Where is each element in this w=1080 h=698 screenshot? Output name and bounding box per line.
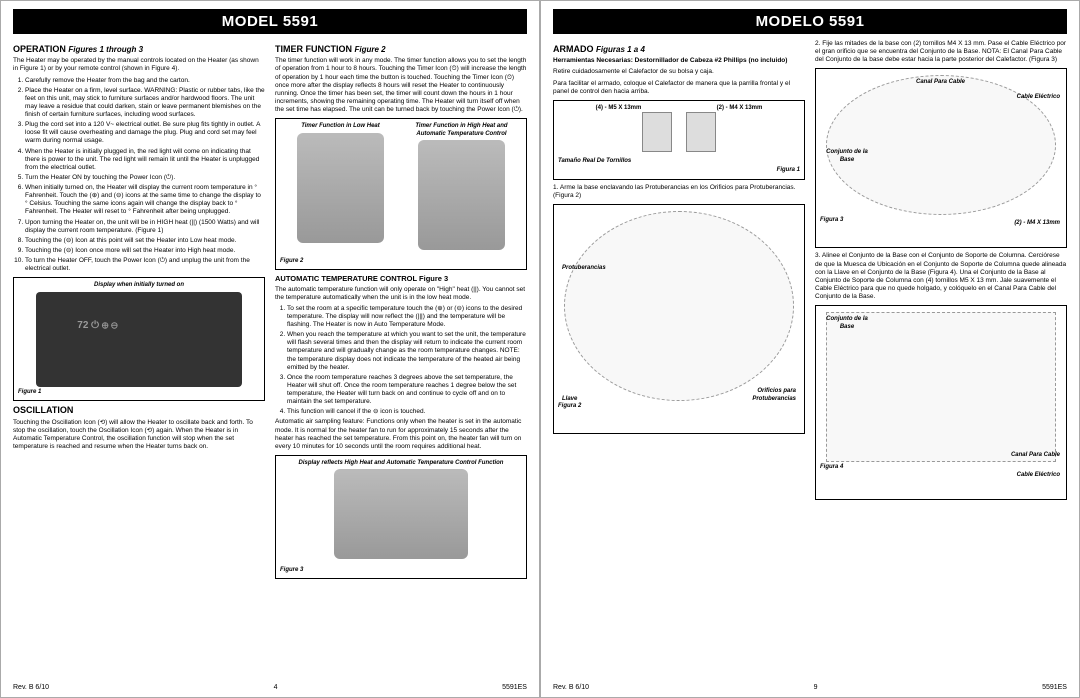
fig2-left-img — [297, 133, 384, 243]
operation-title-text: OPERATION — [13, 44, 66, 54]
oscillation-body: Touching the Oscillation Icon (⟲) will a… — [13, 419, 265, 452]
header-right: MODELO 5591 — [553, 9, 1067, 34]
col-left-2: TIMER FUNCTION Figure 2 The timer functi… — [275, 40, 527, 583]
footer-page-r: 9 — [814, 684, 818, 691]
op-step: Place the Heater on a firm, level surfac… — [25, 87, 265, 120]
callout-cable: Cable Eléctrico — [1017, 94, 1060, 102]
callout-canal2: Canal Para Cable — [1010, 452, 1060, 460]
fig2-label: Figure 2 — [280, 258, 522, 266]
auto-step: To set the room at a specific temperatur… — [287, 305, 527, 329]
op-step: To turn the Heater OFF, touch the Power … — [25, 257, 265, 273]
figure-r1-box: (4) - M5 X 13mm (2) - M4 X 13mm Tamaño R… — [553, 100, 805, 180]
op-step: Touching the (⊖) Icon once more will set… — [25, 247, 265, 255]
op-step: Touching the (⊖) Icon at this point will… — [25, 237, 265, 245]
screw-icon — [686, 112, 716, 152]
armado-step3: 3. Alinee el Conjunto de la Base con el … — [815, 252, 1067, 301]
armado-step1: 1. Arme la base enclavando las Protubera… — [553, 184, 805, 200]
timer-title: TIMER FUNCTION Figure 2 — [275, 44, 527, 55]
screw-a-label: (4) - M5 X 13mm — [596, 105, 642, 113]
callout-cable2: Cable Eléctrico — [1017, 472, 1060, 480]
timer-sub: Figure 2 — [355, 45, 386, 54]
footer-code: 5591ES — [502, 684, 527, 691]
fig3-label: Figure 3 — [280, 567, 522, 575]
armado-title: ARMADO Figuras 1 a 4 — [553, 44, 805, 55]
columns-left: OPERATION Figures 1 through 3 The Heater… — [13, 40, 527, 583]
fig-r2-label: Figura 2 — [558, 403, 800, 411]
timer-title-text: TIMER FUNCTION — [275, 44, 352, 54]
callout-canal: Canal Para Cable — [916, 79, 965, 87]
col-left-1: OPERATION Figures 1 through 3 The Heater… — [13, 40, 265, 583]
armado-tools: Herramientas Necesarias: Destornillador … — [553, 57, 805, 65]
footer-left: Rev. B 6/10 4 5591ES — [13, 684, 527, 691]
auto-steps: To set the room at a specific temperatur… — [275, 305, 527, 417]
screw-icon — [642, 112, 672, 152]
auto-intro: The automatic temperature function will … — [275, 286, 527, 302]
footer-code-r: 5591ES — [1042, 684, 1067, 691]
armado-title-text: ARMADO — [553, 44, 594, 54]
page-right: MODELO 5591 ARMADO Figuras 1 a 4 Herrami… — [540, 0, 1080, 698]
auto-title: AUTOMATIC TEMPERATURE CONTROL Figure 3 — [275, 274, 527, 283]
col-right-1: ARMADO Figuras 1 a 4 Herramientas Necesa… — [553, 40, 805, 504]
op-step: When initially turned on, the Heater wil… — [25, 184, 265, 217]
fig1-image — [36, 292, 242, 387]
armado-step2-text: Fije las mitades de la base con (2) torn… — [815, 40, 1066, 63]
fig2-left-caption: Timer Function in Low Heat — [286, 123, 395, 131]
armado-body1: Retire cuidadosamente el Calefactor de s… — [553, 68, 805, 76]
columns-right: ARMADO Figuras 1 a 4 Herramientas Necesa… — [553, 40, 1067, 504]
armado-step2: 2. Fije las mitades de la base con (2) t… — [815, 40, 1067, 64]
operation-intro: The Heater may be operated by the manual… — [13, 57, 265, 73]
callout-conj2: Conjunto de la Base — [822, 316, 872, 331]
operation-sub: Figures 1 through 3 — [68, 45, 143, 54]
op-step: Turn the Heater ON by touching the Power… — [25, 174, 265, 182]
op-step: Upon turning the Heater on, the unit wil… — [25, 219, 265, 235]
operation-title: OPERATION Figures 1 through 3 — [13, 44, 265, 55]
footer-rev-r: Rev. B 6/10 — [553, 684, 589, 691]
op-step: Plug the cord set into a 120 V~ electric… — [25, 121, 265, 145]
figure-r2-box: Protuberancias Llave Orificios para Prot… — [553, 204, 805, 434]
figure-3-box: Display reflects High Heat and Automatic… — [275, 455, 527, 580]
footer-right: Rev. B 6/10 9 5591ES — [553, 684, 1067, 691]
auto-step: Once the room temperature reaches 3 degr… — [287, 374, 527, 407]
header-left: MODEL 5591 — [13, 9, 527, 34]
callout-m4: (2) - M4 X 13mm — [1014, 220, 1060, 228]
armado-step3-text: Alinee el Conjunto de la Base con el Con… — [815, 252, 1066, 300]
screw-caption: Tamaño Real De Tornillos — [558, 158, 800, 166]
op-step: When the Heater is initially plugged in,… — [25, 148, 265, 172]
fig3-image — [334, 469, 467, 559]
figure-r3-box: Canal Para Cable Cable Eléctrico Conjunt… — [815, 68, 1067, 248]
footer-rev: Rev. B 6/10 — [13, 684, 49, 691]
fig-r4-label: Figura 4 — [820, 464, 1062, 472]
fig2-right-caption: Timer Function in High Heat and Automati… — [407, 123, 516, 138]
oscillation-title: OSCILLATION — [13, 405, 265, 416]
op-step: Carefully remove the Heater from the bag… — [25, 77, 265, 85]
armado-sub: Figuras 1 a 4 — [596, 45, 645, 54]
timer-body: The timer function will work in any mode… — [275, 57, 527, 114]
armado-body2: Para facilitar el armado, coloque el Cal… — [553, 80, 805, 96]
figure-2-box: Timer Function in Low Heat Timer Functio… — [275, 118, 527, 270]
screw-b-label: (2) - M4 X 13mm — [717, 105, 763, 113]
fig-r4-image — [826, 312, 1056, 462]
fig2-right-img — [418, 140, 505, 250]
fig3-caption: Display reflects High Heat and Automatic… — [280, 460, 522, 468]
armado-step1-text: Arme la base enclavando las Protuberanci… — [553, 184, 795, 199]
page-left: MODEL 5591 OPERATION Figures 1 through 3… — [0, 0, 540, 698]
col-right-2: 2. Fije las mitades de la base con (2) t… — [815, 40, 1067, 504]
figure-r4-box: Conjunto de la Base Canal Para Cable Cab… — [815, 305, 1067, 500]
figure-1-box: Display when initially turned on Figure … — [13, 277, 265, 401]
fig-r1-label: Figura 1 — [558, 167, 800, 175]
callout-llave: Llave — [562, 396, 577, 404]
operation-steps: Carefully remove the Heater from the bag… — [13, 77, 265, 274]
fig-r2-image — [564, 211, 794, 401]
callout-orif: Orificios para Protuberancias — [736, 388, 796, 403]
auto-step: When you reach the temperature at which … — [287, 331, 527, 372]
fig1-label: Figure 1 — [18, 389, 260, 397]
callout-conj: Conjunto de la Base — [822, 149, 872, 164]
auto-step: This function will cancel if the ⊖ icon … — [287, 408, 527, 416]
footer-page: 4 — [274, 684, 278, 691]
auto-note: Automatic air sampling feature: Function… — [275, 418, 527, 451]
callout-prot: Protuberancias — [562, 265, 606, 273]
fig1-caption: Display when initially turned on — [18, 282, 260, 290]
